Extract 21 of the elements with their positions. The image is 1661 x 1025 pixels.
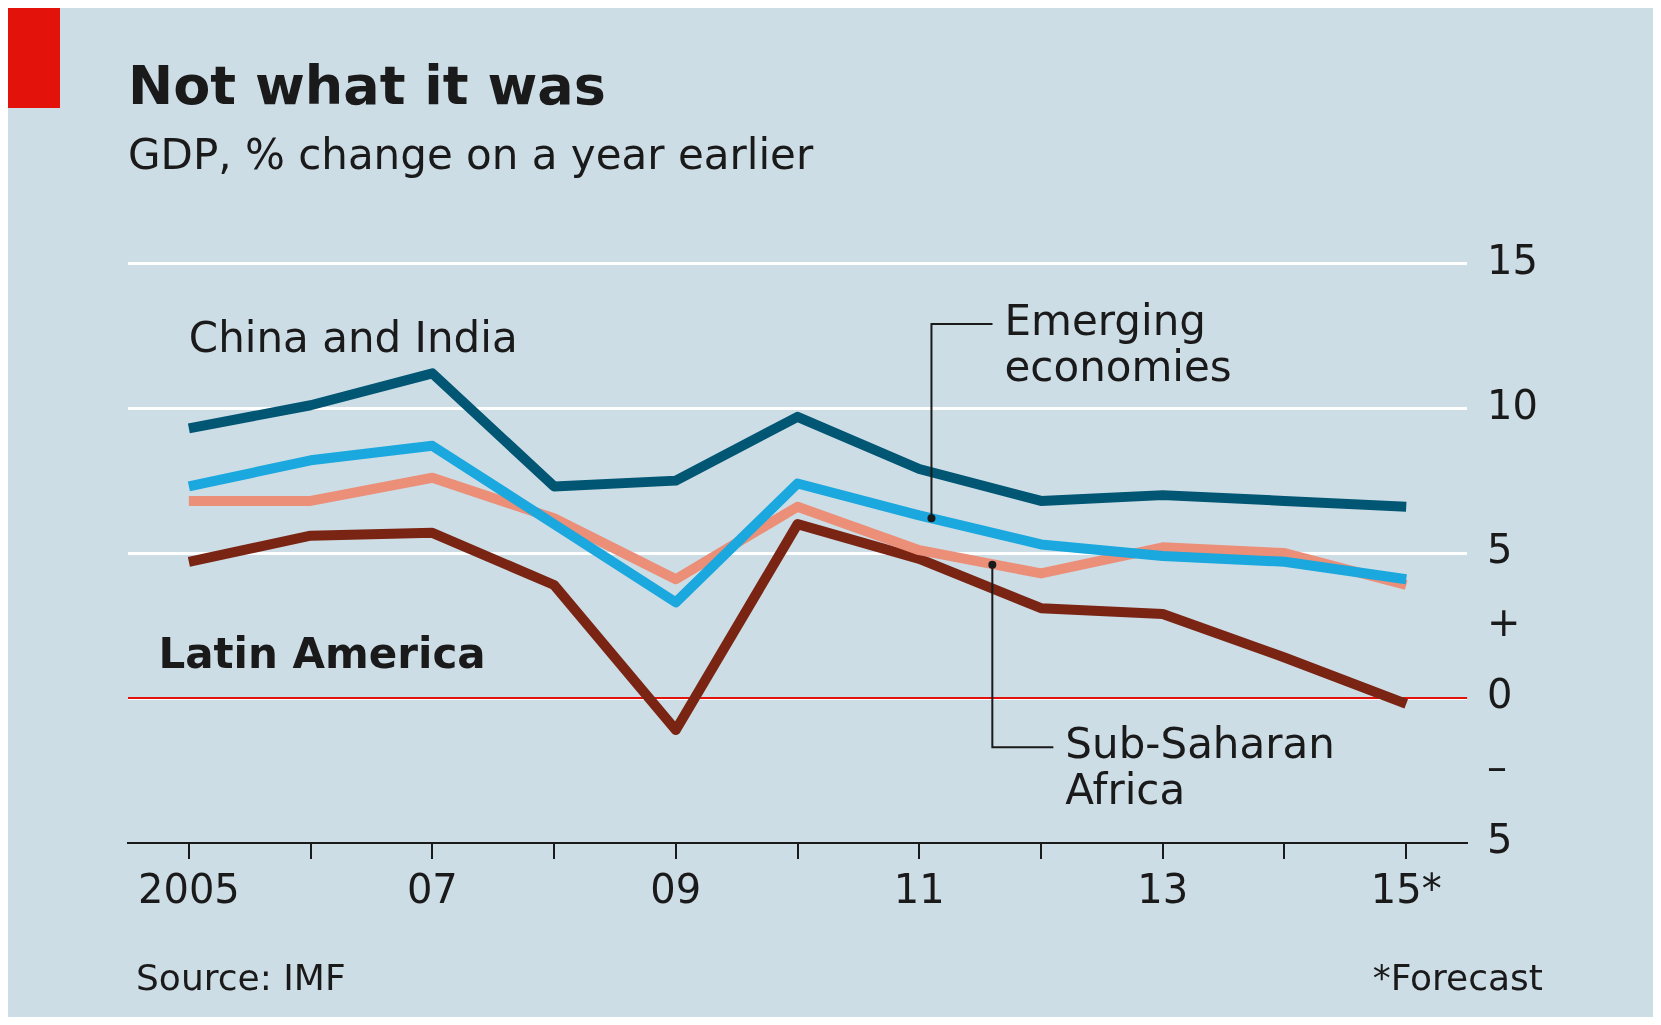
series-label: China and India (188, 313, 518, 363)
text: *Forecast (1372, 957, 1543, 999)
chart-subtitle: GDP, % change on a year earlier (128, 129, 814, 179)
y-tick-label: + (1487, 598, 1521, 645)
text: Emerging economies (1004, 295, 1232, 391)
y-tick-label: – (1487, 743, 1508, 790)
x-tick-label: 2005 (137, 866, 240, 913)
y-tick-label: 10 (1487, 381, 1539, 428)
y-tick-label: 15 (1487, 236, 1539, 283)
text: Sub-Saharan Africa (1065, 719, 1335, 815)
source-note: Source: IMF (136, 957, 346, 999)
x-tick-label: 13 (1137, 866, 1189, 913)
y-tick-label: 5 (1487, 526, 1513, 573)
chart-title: Not what it was (128, 54, 606, 118)
x-tick-label: 09 (650, 866, 702, 913)
x-tick-label: 07 (406, 866, 458, 913)
x-tick-label: 15* (1370, 866, 1442, 913)
series-label: Latin America (158, 629, 486, 679)
y-tick-label: 0 (1487, 671, 1513, 718)
y-tick-label: 5 (1487, 816, 1513, 863)
x-tick-label: 11 (893, 866, 945, 913)
